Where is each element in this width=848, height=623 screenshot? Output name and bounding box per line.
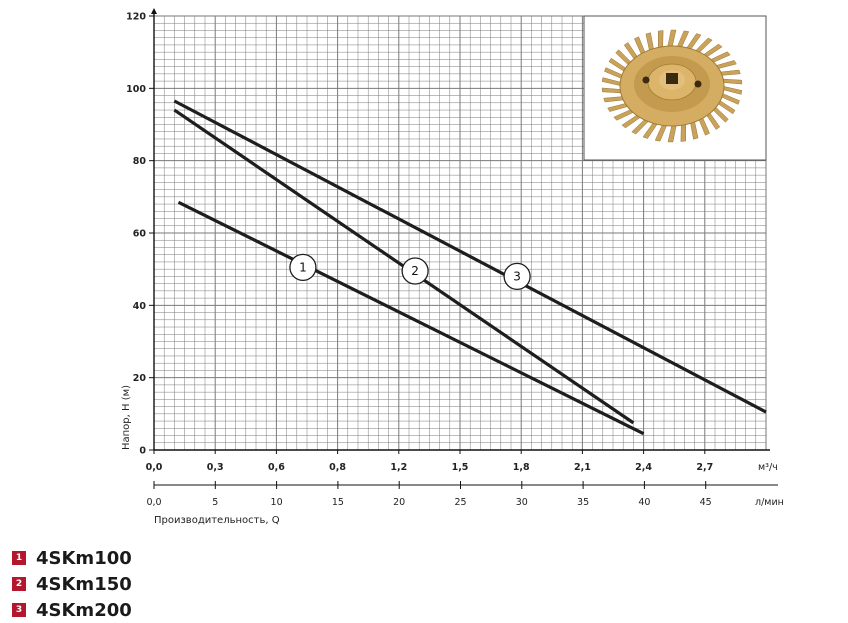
x-tick-label-lmin: 0,0 — [146, 497, 161, 508]
y-axis-label: Напор, H (м) — [121, 385, 132, 450]
x-tick-label-lmin: 20 — [393, 497, 405, 508]
x-tick-label-m3h: 0,0 — [146, 462, 163, 473]
curve-markers: 1 2 3 — [289, 253, 531, 291]
y-tick-label: 120 — [126, 12, 146, 23]
x-unit-lmin: л/мин — [755, 497, 784, 508]
marker-label: 3 — [513, 269, 521, 283]
y-tick-label: 100 — [126, 84, 146, 95]
y-tick-label: 60 — [133, 229, 147, 240]
marker-circle — [401, 257, 429, 285]
x-tick-label-m3h: 0,6 — [268, 462, 285, 473]
x-tick-label-m3h: 1,2 — [390, 462, 407, 473]
x-axis-label: Производительность, Q — [154, 515, 280, 526]
legend-item-2: 2 4SKm150 — [12, 571, 132, 597]
x-tick-label-lmin: 45 — [700, 497, 712, 508]
x-unit-m3h: м³/ч — [758, 462, 778, 473]
curve-marker-2: 2 — [401, 257, 429, 285]
impeller-icon — [601, 29, 743, 143]
y-tick-label: 80 — [133, 156, 147, 167]
y-axis-arrow — [151, 8, 157, 14]
x-tick-label-m3h: 0,8 — [329, 462, 346, 473]
legend-number-badge: 3 — [12, 603, 26, 617]
x-tick-label-lmin: 10 — [271, 497, 283, 508]
x-tick-label-lmin: 35 — [577, 497, 589, 508]
x-tick-label-lmin: 15 — [332, 497, 344, 508]
x-tick-label-lmin: 5 — [212, 497, 218, 508]
curve-marker-1: 1 — [289, 253, 317, 282]
x-tick-label-m3h: 1,5 — [452, 462, 469, 473]
legend: 1 4SKm100 2 4SKm150 3 4SKm200 — [12, 545, 132, 623]
x-tick-label-m3h: 2,4 — [635, 462, 652, 473]
chart-axes — [151, 8, 778, 486]
y-tick-label: 0 — [139, 446, 146, 457]
marker-label: 2 — [411, 264, 419, 278]
x-tick-labels-m3h: 0,0 0,3 0,6 0,8 1,2 1,5 1,8 2,1 2,4 2,7 — [146, 450, 713, 473]
impeller-inset — [583, 15, 767, 161]
curve-4SKm200 — [173, 99, 767, 414]
legend-label: 4SKm200 — [36, 599, 132, 621]
x-tick-label-lmin: 40 — [638, 497, 650, 508]
y-tick-label: 20 — [133, 373, 147, 384]
x-tick-label-m3h: 0,3 — [207, 462, 224, 473]
legend-number-badge: 2 — [12, 577, 26, 591]
x-tick-labels-lmin: 0,0 5 10 15 20 25 30 35 40 45 — [146, 481, 712, 508]
x-tick-label-m3h: 2,1 — [574, 462, 591, 473]
x-tick-label-lmin: 25 — [454, 497, 466, 508]
x-tick-label-m3h: 2,7 — [696, 462, 713, 473]
x-tick-label-lmin: 30 — [516, 497, 528, 508]
legend-item-3: 3 4SKm200 — [12, 597, 132, 623]
legend-item-1: 1 4SKm100 — [12, 545, 132, 571]
curve-marker-3: 3 — [503, 262, 531, 291]
marker-label: 1 — [299, 260, 307, 274]
x-tick-label-m3h: 1,8 — [513, 462, 530, 473]
legend-label: 4SKm100 — [36, 547, 132, 569]
y-tick-labels: 0 20 40 60 80 100 120 — [126, 12, 154, 457]
legend-label: 4SKm150 — [36, 573, 132, 595]
curve-4SKm100 — [177, 200, 645, 436]
legend-number-badge: 1 — [12, 551, 26, 565]
y-tick-label: 40 — [133, 301, 147, 312]
marker-circle — [289, 253, 317, 282]
marker-circle — [503, 262, 531, 291]
